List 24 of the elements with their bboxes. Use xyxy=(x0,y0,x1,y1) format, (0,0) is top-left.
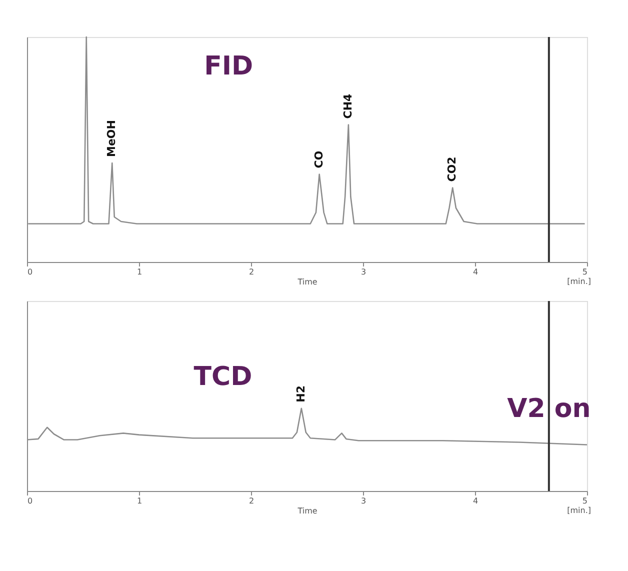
x-axis-title: Time xyxy=(296,278,318,286)
x-tick-label: 4 xyxy=(472,268,478,276)
x-tick-label: 2 xyxy=(248,496,254,506)
x-tick-label: 3 xyxy=(360,496,366,506)
x-tick-label: 0 xyxy=(28,268,33,276)
x-tick-label: 5 xyxy=(582,496,588,506)
x-tick-label: 3 xyxy=(360,268,366,276)
annotation: H2 xyxy=(294,386,308,402)
x-tick-label: 2 xyxy=(248,268,254,276)
chart-title: TCD xyxy=(194,362,252,392)
x-tick-label: 0 xyxy=(28,496,33,506)
x-tick-label: 5 xyxy=(582,268,588,276)
x-tick-label: 1 xyxy=(136,268,142,276)
text: [min.] xyxy=(567,506,591,515)
x-tick-label: 4 xyxy=(472,496,478,506)
annotation: CH4 xyxy=(341,93,354,119)
text: FID xyxy=(204,51,254,82)
x-tick-label: 1 xyxy=(136,496,142,506)
x-axis-title: Time xyxy=(296,506,318,516)
text: [min.] xyxy=(567,277,591,286)
ref-line-label: V2 on xyxy=(507,394,591,424)
annotation: CO2 xyxy=(446,156,459,182)
annotation: MeOH xyxy=(105,120,118,157)
annotation: CO xyxy=(312,150,326,168)
